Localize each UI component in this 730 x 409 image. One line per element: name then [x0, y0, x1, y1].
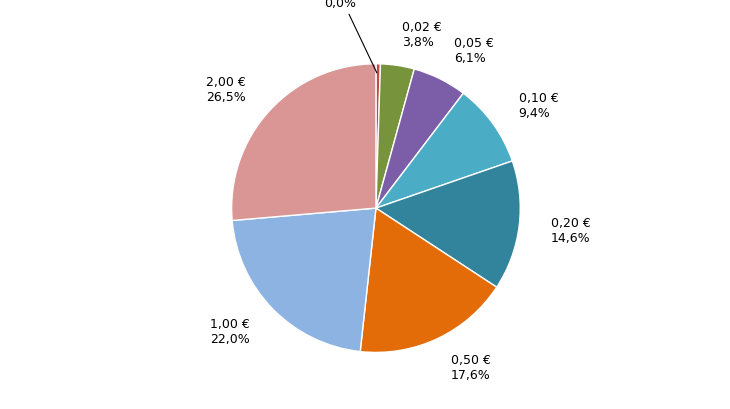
Wedge shape [231, 65, 376, 221]
Text: 0,20 €
14,6%: 0,20 € 14,6% [550, 216, 591, 244]
Wedge shape [232, 209, 376, 352]
Wedge shape [360, 209, 496, 353]
Wedge shape [376, 94, 512, 209]
Text: 0,05 €
6,1%: 0,05 € 6,1% [454, 37, 494, 65]
Text: 1,00 €
22,0%: 1,00 € 22,0% [210, 317, 250, 345]
Text: 0,02 €
3,8%: 0,02 € 3,8% [402, 21, 442, 49]
Text: 0,50 €
17,6%: 0,50 € 17,6% [451, 353, 491, 382]
Text: 0,10 €
9,4%: 0,10 € 9,4% [518, 92, 558, 119]
Wedge shape [376, 65, 415, 209]
Text: 2,00 €
26,5%: 2,00 € 26,5% [207, 76, 246, 104]
Wedge shape [376, 70, 464, 209]
Wedge shape [376, 162, 520, 288]
Text: 0,01 €
0,0%: 0,01 € 0,0% [320, 0, 377, 74]
Wedge shape [376, 65, 380, 209]
